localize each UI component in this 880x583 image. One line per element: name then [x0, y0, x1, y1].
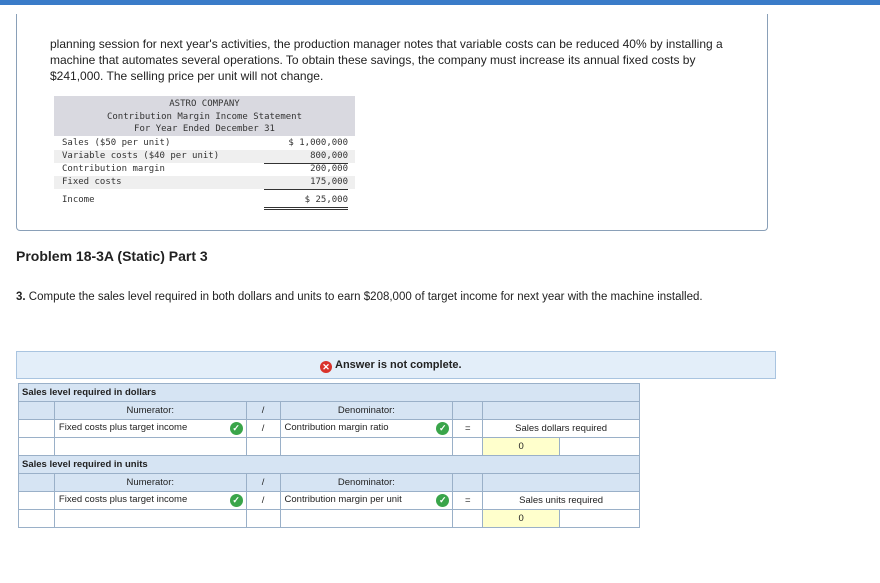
- units-numerator-select[interactable]: Fixed costs plus target income ✓: [53, 491, 247, 510]
- statement-company: ASTRO COMPANY: [169, 99, 240, 109]
- check-icon: ✓: [436, 494, 450, 507]
- units-denominator-select[interactable]: Contribution margin per unit ✓: [279, 491, 454, 510]
- units-value-row: 0: [18, 509, 640, 528]
- answer-status-banner: ✕ Answer is not complete.: [16, 351, 776, 379]
- answer-status-text: Answer is not complete.: [335, 359, 462, 371]
- question-number: 3.: [16, 291, 26, 303]
- statement-row-contribution-margin: Contribution margin 200,000: [62, 164, 348, 174]
- statement-row-variable-costs: Variable costs ($40 per unit) 800,000: [54, 150, 355, 164]
- top-accent-bar: [0, 0, 880, 5]
- income-statement: ASTRO COMPANY Contribution Margin Income…: [54, 96, 355, 210]
- units-equals: =: [452, 491, 484, 510]
- dollars-formula-row: Fixed costs plus target income ✓ / Contr…: [18, 419, 640, 438]
- dollars-label-row: Numerator: / Denominator:: [18, 401, 640, 420]
- answer-grid: Sales level required in dollars Numerato…: [18, 383, 640, 528]
- dollars-numerator-label: Numerator:: [53, 401, 247, 420]
- check-icon: ✓: [229, 494, 243, 507]
- sales-units-required-input[interactable]: 0: [482, 509, 561, 528]
- statement-header: ASTRO COMPANY Contribution Margin Income…: [54, 96, 355, 136]
- dollars-formula-slash: /: [245, 419, 281, 438]
- x-circle-icon: ✕: [320, 361, 332, 373]
- dollars-denominator-select[interactable]: Contribution margin ratio ✓: [279, 419, 454, 438]
- statement-period: For Year Ended December 31: [134, 124, 275, 134]
- problem-title: Problem 18-3A (Static) Part 3: [16, 248, 208, 264]
- dollars-value-row: 0: [18, 437, 640, 456]
- units-formula-row: Fixed costs plus target income ✓ / Contr…: [18, 491, 640, 510]
- dollars-equals: =: [452, 419, 484, 438]
- units-section-header: Sales level required in units: [18, 455, 640, 474]
- units-denominator-label: Denominator:: [279, 473, 454, 492]
- units-formula-slash: /: [245, 491, 281, 510]
- units-section-title: Sales level required in units: [18, 455, 640, 474]
- question-text: 3. Compute the sales level required in b…: [16, 290, 736, 304]
- dollars-section-header: Sales level required in dollars: [18, 383, 640, 402]
- dollars-numerator-select[interactable]: Fixed costs plus target income ✓: [53, 419, 247, 438]
- check-icon: ✓: [229, 422, 243, 435]
- dollars-result-label: Sales dollars required: [482, 419, 640, 438]
- statement-title: Contribution Margin Income Statement: [106, 111, 303, 122]
- intro-text: planning session for next year's activit…: [50, 37, 723, 83]
- units-numerator-label: Numerator:: [53, 473, 247, 492]
- dollars-slash: /: [245, 401, 281, 420]
- statement-row-fixed-costs: Fixed costs 175,000: [54, 176, 355, 190]
- units-label-row: Numerator: / Denominator:: [18, 473, 640, 492]
- dollars-section-title: Sales level required in dollars: [18, 383, 640, 402]
- statement-row-income: Income $ 25,000: [54, 194, 355, 210]
- question-body: Compute the sales level required in both…: [28, 291, 703, 303]
- statement-row-sales: Sales ($50 per unit) $ 1,000,000: [62, 138, 348, 148]
- sales-dollars-required-input[interactable]: 0: [482, 437, 561, 456]
- check-icon: ✓: [436, 422, 450, 435]
- units-result-label: Sales units required: [482, 491, 640, 510]
- dollars-denominator-label: Denominator:: [279, 401, 454, 420]
- units-slash: /: [245, 473, 281, 492]
